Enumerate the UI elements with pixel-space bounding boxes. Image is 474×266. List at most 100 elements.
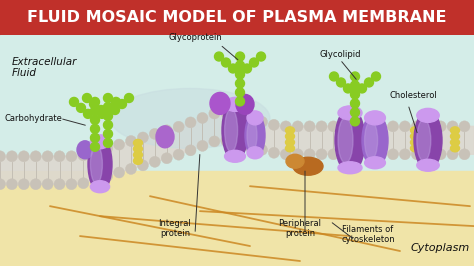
Circle shape: [411, 121, 422, 132]
Circle shape: [91, 142, 100, 151]
Circle shape: [91, 133, 100, 142]
Ellipse shape: [134, 157, 143, 164]
Circle shape: [350, 108, 359, 117]
Circle shape: [103, 130, 112, 138]
Circle shape: [447, 121, 458, 132]
Ellipse shape: [365, 157, 385, 169]
Circle shape: [114, 167, 125, 178]
Circle shape: [357, 84, 366, 93]
Circle shape: [233, 138, 244, 149]
Circle shape: [103, 120, 112, 130]
Ellipse shape: [134, 139, 143, 146]
Circle shape: [97, 106, 106, 114]
Circle shape: [236, 97, 245, 106]
Circle shape: [243, 64, 252, 73]
Circle shape: [0, 179, 6, 190]
Text: Carbohydrate: Carbohydrate: [5, 114, 63, 123]
Ellipse shape: [450, 133, 459, 140]
Circle shape: [388, 149, 399, 160]
Circle shape: [91, 97, 100, 106]
Circle shape: [209, 136, 220, 147]
Ellipse shape: [91, 181, 109, 193]
Circle shape: [350, 117, 359, 126]
Circle shape: [103, 102, 112, 111]
Circle shape: [364, 121, 374, 132]
Circle shape: [103, 111, 112, 120]
Circle shape: [98, 109, 107, 118]
Ellipse shape: [450, 139, 459, 146]
Circle shape: [249, 58, 258, 67]
Circle shape: [245, 113, 255, 124]
Circle shape: [54, 151, 65, 162]
Circle shape: [110, 106, 119, 114]
Circle shape: [126, 135, 137, 147]
Text: Extracellular
Fluid: Extracellular Fluid: [12, 57, 77, 78]
Circle shape: [103, 94, 112, 102]
Circle shape: [149, 128, 160, 139]
Ellipse shape: [110, 88, 270, 148]
Circle shape: [149, 156, 160, 167]
Ellipse shape: [450, 127, 459, 134]
Circle shape: [18, 151, 29, 162]
Ellipse shape: [338, 162, 362, 174]
Ellipse shape: [285, 145, 294, 152]
Circle shape: [328, 149, 339, 160]
Circle shape: [91, 106, 100, 115]
Ellipse shape: [285, 127, 294, 134]
Text: Peripheral
protein: Peripheral protein: [279, 219, 321, 238]
Ellipse shape: [417, 109, 439, 122]
Ellipse shape: [338, 118, 353, 163]
Ellipse shape: [134, 151, 143, 158]
Circle shape: [185, 117, 196, 128]
Circle shape: [236, 70, 245, 79]
Circle shape: [268, 147, 279, 158]
Circle shape: [7, 179, 18, 190]
Ellipse shape: [134, 146, 143, 152]
Circle shape: [304, 121, 315, 132]
Circle shape: [280, 149, 292, 160]
Circle shape: [350, 81, 359, 90]
Ellipse shape: [410, 133, 419, 140]
Circle shape: [78, 150, 89, 161]
Circle shape: [137, 132, 148, 143]
Circle shape: [30, 179, 41, 190]
Circle shape: [78, 178, 89, 189]
Circle shape: [197, 113, 208, 123]
Ellipse shape: [91, 135, 109, 149]
Circle shape: [70, 97, 79, 106]
Circle shape: [365, 78, 374, 87]
Polygon shape: [0, 112, 474, 184]
Bar: [0, 171, 474, 266]
Text: Glycolipid: Glycolipid: [320, 49, 362, 59]
Circle shape: [0, 151, 6, 162]
Ellipse shape: [285, 133, 294, 140]
Ellipse shape: [91, 145, 102, 184]
Circle shape: [18, 179, 29, 190]
Circle shape: [375, 149, 387, 160]
Ellipse shape: [225, 109, 237, 152]
Circle shape: [137, 160, 148, 171]
Circle shape: [268, 119, 279, 130]
Circle shape: [423, 121, 434, 132]
Circle shape: [161, 153, 172, 164]
Ellipse shape: [365, 111, 385, 125]
Circle shape: [245, 141, 255, 152]
Ellipse shape: [410, 145, 419, 152]
Circle shape: [256, 52, 265, 61]
Circle shape: [352, 121, 363, 132]
Ellipse shape: [417, 119, 431, 161]
Circle shape: [316, 121, 327, 132]
Circle shape: [280, 121, 292, 132]
Circle shape: [435, 121, 446, 132]
Circle shape: [221, 58, 230, 67]
Circle shape: [221, 135, 232, 146]
Circle shape: [66, 179, 77, 190]
Text: Filaments of
cytoskeleton: Filaments of cytoskeleton: [341, 225, 395, 244]
Circle shape: [118, 99, 127, 109]
Circle shape: [173, 149, 184, 160]
Circle shape: [111, 97, 120, 106]
Circle shape: [66, 151, 77, 162]
Ellipse shape: [225, 97, 246, 111]
Circle shape: [54, 179, 65, 190]
Circle shape: [7, 151, 18, 162]
